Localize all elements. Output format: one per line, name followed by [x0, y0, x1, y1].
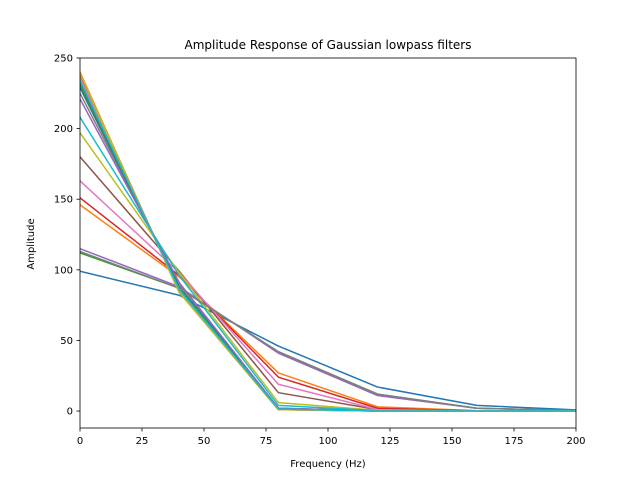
x-tick-label: 0 [77, 436, 83, 447]
x-axis-label: Frequency (Hz) [290, 459, 366, 470]
y-tick-label: 250 [54, 54, 73, 65]
chart-title: Amplitude Response of Gaussian lowpass f… [185, 38, 472, 52]
x-tick-label: 100 [318, 436, 337, 447]
x-tick-label: 75 [260, 436, 273, 447]
x-tick-label: 25 [136, 436, 149, 447]
y-tick-label: 50 [60, 336, 73, 347]
y-tick-label: 200 [54, 124, 73, 135]
axes-layer: 0 25 50 75 100 125 150 175 200 0 50 100 150 200 250 [54, 54, 586, 448]
y-tick-label: 0 [67, 407, 73, 418]
y-tick-label: 100 [54, 265, 73, 276]
x-tick-label: 50 [198, 436, 211, 447]
series-layer [80, 71, 576, 412]
y-tick-label: 150 [54, 195, 73, 206]
series-line-20 [80, 79, 576, 412]
x-tick-label: 175 [504, 436, 523, 447]
x-tick-label: 150 [442, 436, 461, 447]
y-axis-label: Amplitude [26, 218, 37, 269]
x-tick-label: 200 [566, 436, 585, 447]
series-line-18 [80, 250, 576, 412]
series-line-1 [80, 270, 576, 411]
x-tick-label: 125 [380, 436, 399, 447]
series-lines [80, 71, 576, 412]
